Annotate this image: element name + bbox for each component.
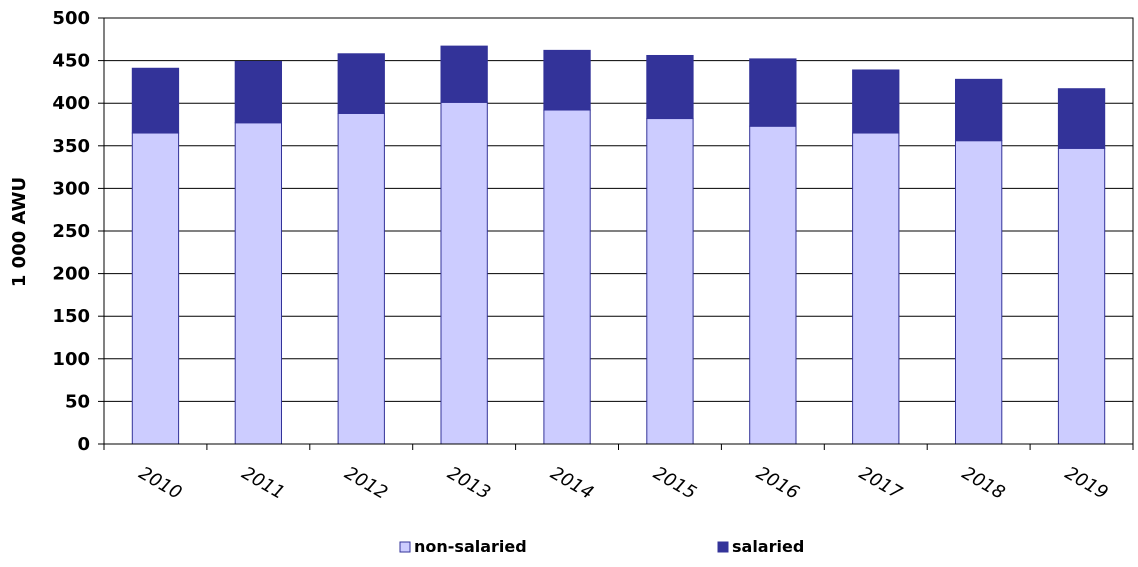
x-tick-labels: 2010 2011 2012 2013 2014 2015 2016 2017 2018 2019 <box>135 463 1111 504</box>
legend-label-salaried: salaried <box>732 537 804 556</box>
bar-salaried-2017 <box>852 69 900 134</box>
x-tick-label: 2011 <box>238 463 288 504</box>
legend: non-salaried salaried <box>399 537 804 556</box>
bar-non-salaried-2010 <box>131 132 180 445</box>
bar-salaried-2015 <box>646 54 694 120</box>
y-tick-label: 100 <box>52 349 90 370</box>
bar-non-salaried-2011 <box>234 122 283 445</box>
bar-salaried-2019 <box>1057 88 1106 149</box>
bars <box>131 45 1106 445</box>
y-tick-label: 50 <box>65 391 90 412</box>
legend-label-non-salaried: non-salaried <box>414 537 527 556</box>
bar-non-salaried-2013 <box>440 101 488 445</box>
y-tick-label: 150 <box>52 306 90 327</box>
y-tick-label: 350 <box>52 136 90 157</box>
y-tick-label: 250 <box>52 221 90 242</box>
x-tick-label: 2010 <box>135 463 185 504</box>
x-tick-label: 2019 <box>1061 463 1111 504</box>
y-tick-label: 300 <box>52 178 90 199</box>
bar-salaried-2012 <box>337 53 385 114</box>
y-tick-label: 400 <box>52 93 90 114</box>
legend-swatch-non-salaried <box>399 541 411 553</box>
bar-non-salaried-2015 <box>646 118 694 445</box>
bar-non-salaried-2019 <box>1057 147 1106 445</box>
bar-salaried-2014 <box>543 49 591 111</box>
bar-non-salaried-2012 <box>337 112 385 445</box>
y-tick-label: 500 <box>52 8 90 29</box>
bar-salaried-2010 <box>131 67 180 134</box>
x-tick-label: 2012 <box>341 463 391 504</box>
axes <box>98 17 1134 450</box>
bar-non-salaried-2017 <box>852 132 900 445</box>
x-tick-label: 2014 <box>547 463 597 504</box>
x-tick-label: 2017 <box>855 463 906 504</box>
bar-salaried-2018 <box>954 78 1003 142</box>
bar-non-salaried-2016 <box>749 125 797 445</box>
x-tick-label: 2015 <box>650 463 700 504</box>
y-tick-label: 200 <box>52 264 90 285</box>
bar-salaried-2011 <box>234 60 283 124</box>
bar-salaried-2013 <box>440 45 488 103</box>
x-tick-label: 2013 <box>444 463 494 504</box>
bar-salaried-2016 <box>749 58 797 127</box>
y-tick-label: 450 <box>52 51 90 72</box>
x-tick-label: 2016 <box>753 463 803 504</box>
y-tick-labels: 0 50 100 150 200 250 300 350 400 450 500 <box>52 8 90 455</box>
y-axis-label: 1 000 AWU <box>9 177 30 287</box>
x-tick-label: 2018 <box>958 463 1008 504</box>
bar-non-salaried-2014 <box>543 109 591 445</box>
bar-non-salaried-2018 <box>954 140 1003 445</box>
legend-swatch-salaried <box>717 541 729 553</box>
y-tick-label: 0 <box>77 434 90 455</box>
